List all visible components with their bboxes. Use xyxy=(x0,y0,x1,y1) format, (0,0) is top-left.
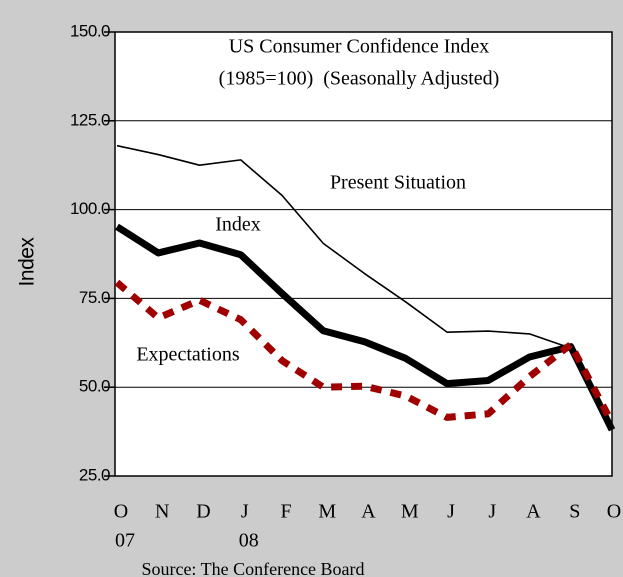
y-tick-label: 75.0 xyxy=(79,288,110,307)
chart-title: US Consumer Confidence Index xyxy=(229,36,490,58)
series-label: Expectations xyxy=(136,344,240,366)
x-tick-label: A xyxy=(361,501,376,523)
x-tick-label: O xyxy=(607,501,621,523)
series-label: Present Situation xyxy=(330,172,466,194)
x-tick-label: A xyxy=(526,501,541,523)
y-tick-label: 150.0 xyxy=(70,21,110,40)
y-tick-label: 125.0 xyxy=(70,110,110,129)
x-tick-label: D xyxy=(196,501,210,523)
series-line xyxy=(115,223,616,432)
x-tick-label: M xyxy=(318,501,336,523)
x-tick-label: J xyxy=(447,501,455,523)
source-note: Source: The Conference Board xyxy=(141,559,364,577)
x-tick-label: O xyxy=(114,501,128,523)
x-tick-label: N xyxy=(155,501,169,523)
x-tick-label: F xyxy=(280,501,291,523)
series-label: Index xyxy=(215,214,261,236)
y-tick-label: 25.0 xyxy=(79,465,110,484)
y-tick-label: 100.0 xyxy=(70,199,110,218)
series-line xyxy=(116,144,613,431)
x-sub-label: 07 xyxy=(115,530,135,552)
x-sub-label: 08 xyxy=(239,530,259,552)
x-tick-label: S xyxy=(569,501,580,523)
y-tick-label: 50.0 xyxy=(79,377,110,396)
x-tick-label: M xyxy=(401,501,419,523)
x-tick-label: J xyxy=(488,501,496,523)
x-tick-label: J xyxy=(241,501,249,523)
y-axis-label: Index xyxy=(16,237,39,287)
chart-subtitle: (1985=100) (Seasonally Adjusted) xyxy=(219,68,500,90)
plot-area xyxy=(114,31,613,477)
